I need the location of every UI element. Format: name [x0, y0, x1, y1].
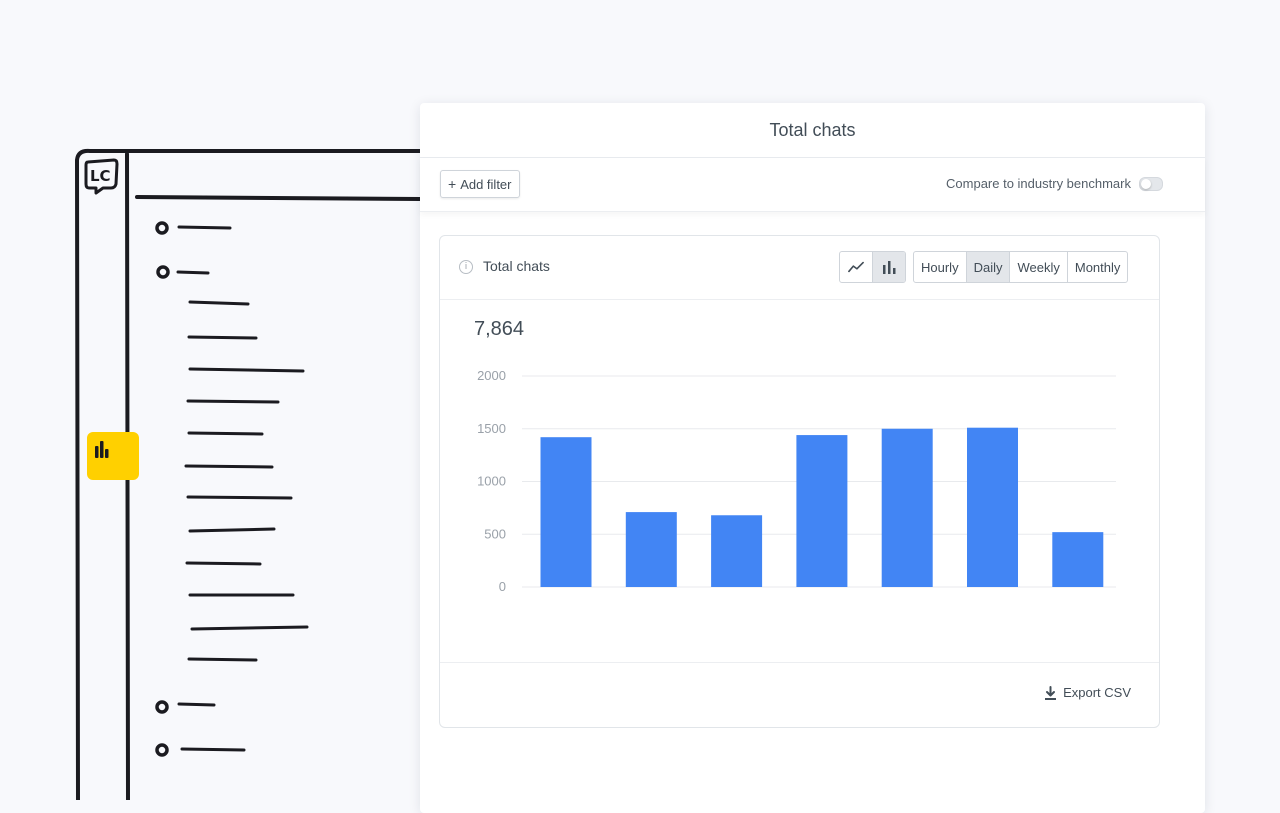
chart-bar[interactable] — [711, 515, 763, 587]
period-switch: Hourly Daily Weekly Monthly — [913, 251, 1129, 283]
sketch-frame — [75, 148, 422, 800]
chart-bar[interactable] — [1052, 532, 1104, 587]
report-panel: Total chats + Add filter Compare to indu… — [420, 103, 1205, 813]
sketch-line — [188, 367, 305, 373]
sketch-line — [184, 464, 274, 469]
sketch-line — [177, 225, 232, 230]
download-icon — [1045, 685, 1057, 700]
sketch-line — [187, 657, 258, 662]
chart-type-switch — [839, 251, 906, 283]
filter-toolbar: + Add filter Compare to industry benchma… — [420, 158, 1205, 212]
chart-bar[interactable] — [540, 437, 592, 587]
sketch-line — [186, 495, 293, 500]
sketch-line — [187, 431, 264, 436]
y-tick-label: 2000 — [477, 368, 506, 383]
bar-chart-icon — [883, 261, 896, 274]
chart-bar[interactable] — [625, 512, 677, 587]
bar-chart: 05001000150020009 Mar10 Mar11 Mar12 Mar1… — [477, 368, 1116, 594]
chart-card-header: i Total chats Hourly Da — [440, 236, 1159, 300]
chart-bar[interactable] — [796, 435, 848, 587]
sketch-bullet — [156, 265, 170, 279]
reports-icon — [95, 441, 109, 458]
chart-bar[interactable] — [881, 428, 933, 587]
info-icon[interactable]: i — [459, 260, 473, 274]
sketch-bullet — [155, 743, 169, 757]
plus-icon: + — [448, 176, 457, 192]
period-monthly-button[interactable]: Monthly — [1074, 259, 1121, 275]
export-csv-label: Export CSV — [1063, 685, 1131, 700]
sketch-line — [177, 702, 216, 707]
sketch-logo-text: LC — [90, 167, 111, 185]
sketch-line — [190, 625, 309, 631]
export-csv-button[interactable]: Export CSV — [1044, 685, 1131, 700]
sketch-line — [180, 747, 246, 752]
chart-card-title: Total chats — [483, 258, 550, 274]
sketch-line — [176, 270, 210, 275]
sketch-line — [188, 300, 250, 306]
sketch-logo-bubble — [84, 158, 119, 195]
bar-chart-button[interactable] — [873, 252, 905, 282]
add-filter-label: Add filter — [460, 176, 512, 192]
sketch-bullet — [155, 221, 169, 235]
y-tick-label: 0 — [499, 579, 506, 594]
chart-card-footer: Export CSV — [440, 662, 1159, 727]
period-weekly-button[interactable]: Weekly — [1010, 252, 1068, 282]
line-chart-button[interactable] — [840, 252, 873, 282]
total-value: 7,864 — [474, 318, 525, 340]
toggle-knob — [1141, 178, 1151, 189]
sketch-line — [185, 561, 262, 566]
sketch-line — [186, 399, 280, 404]
chart-bar[interactable] — [967, 427, 1018, 587]
period-hourly-button[interactable]: Hourly — [914, 252, 967, 282]
sketch-reports-highlight — [87, 432, 139, 480]
benchmark-label: Compare to industry benchmark — [946, 176, 1131, 191]
sketch-bullet — [155, 700, 169, 714]
y-tick-label: 1000 — [477, 474, 506, 489]
y-tick-label: 1500 — [477, 421, 506, 436]
y-tick-label: 500 — [484, 526, 506, 541]
page-title: Total chats — [769, 119, 856, 140]
panel-header: Total chats — [420, 103, 1205, 158]
chart-card: i Total chats Hourly Da — [439, 235, 1160, 728]
sketch-line — [188, 527, 276, 533]
add-filter-button[interactable]: + Add filter — [440, 170, 520, 198]
benchmark-toggle[interactable] — [1139, 176, 1163, 191]
period-daily-button[interactable]: Daily — [966, 252, 1011, 282]
line-chart-icon — [848, 261, 864, 273]
sketch-header-line — [135, 195, 422, 201]
sketch-line — [187, 335, 258, 340]
benchmark-toggle-group: Compare to industry benchmark — [946, 176, 1163, 191]
